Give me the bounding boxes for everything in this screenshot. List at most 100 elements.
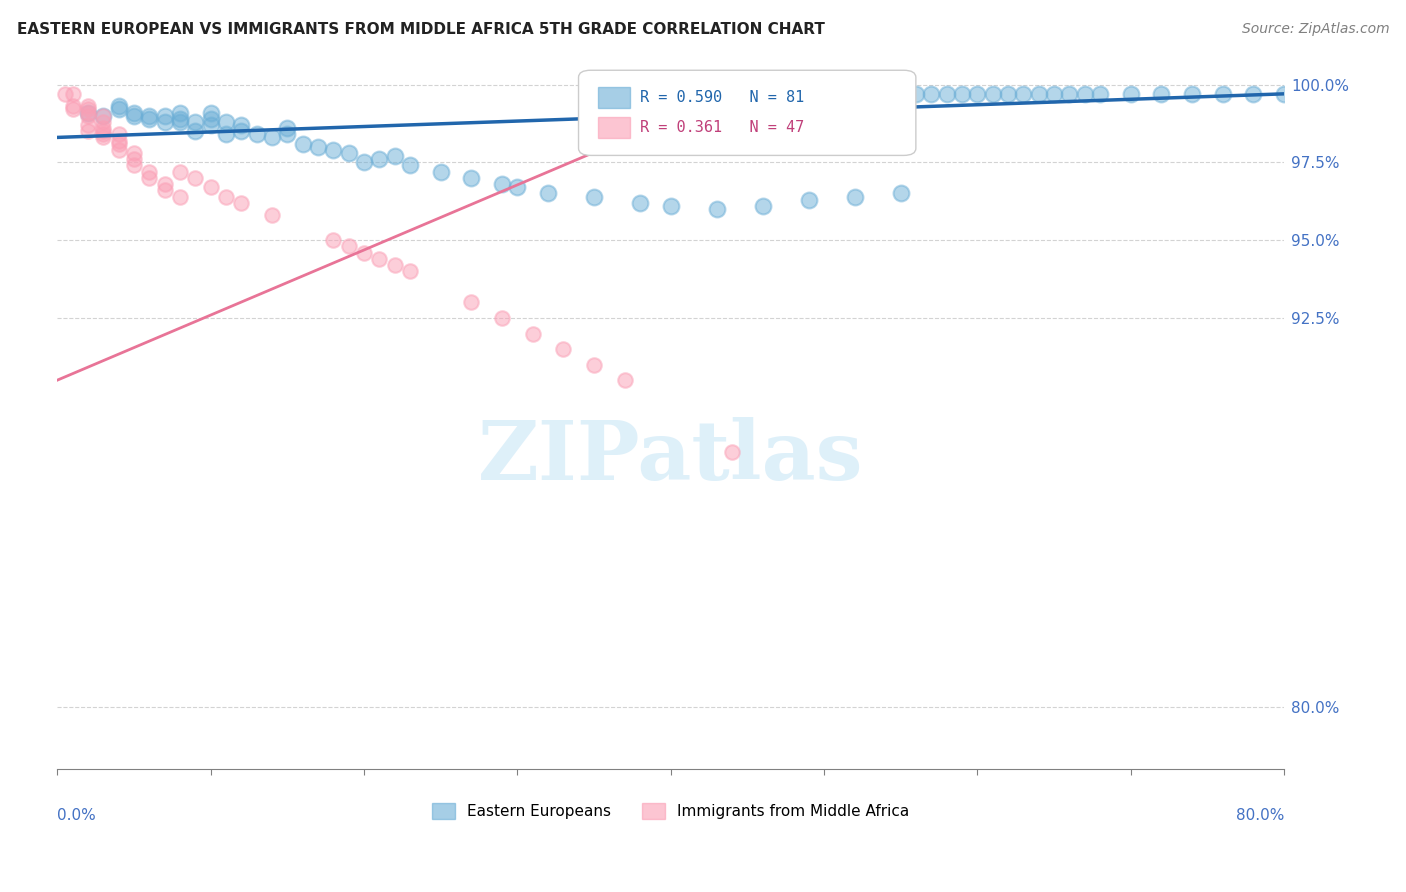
Point: [491, 177, 513, 191]
Text: 80.0%: 80.0%: [1236, 808, 1284, 823]
Point: [76, 105, 98, 120]
Point: [337, 239, 360, 253]
Point: [215, 115, 238, 129]
Point: [460, 170, 482, 185]
Point: [659, 87, 682, 101]
Point: [429, 164, 451, 178]
Point: [122, 158, 145, 172]
Point: [184, 170, 207, 185]
Point: [153, 177, 176, 191]
Point: [138, 112, 160, 126]
Point: [76, 99, 98, 113]
Point: [828, 87, 851, 101]
Point: [904, 87, 927, 101]
Point: [537, 186, 560, 201]
Point: [276, 128, 298, 142]
Point: [122, 146, 145, 161]
Point: [353, 245, 375, 260]
Point: [169, 189, 191, 203]
Point: [91, 109, 114, 123]
Point: [582, 358, 605, 372]
Point: [950, 87, 973, 101]
Point: [997, 87, 1019, 101]
Point: [1212, 87, 1234, 101]
Point: [62, 87, 84, 101]
FancyBboxPatch shape: [578, 70, 915, 155]
Point: [184, 115, 207, 129]
FancyBboxPatch shape: [598, 87, 630, 108]
Point: [62, 103, 84, 117]
Point: [1073, 87, 1095, 101]
Point: [322, 233, 344, 247]
Point: [76, 103, 98, 117]
Point: [76, 109, 98, 123]
Point: [91, 124, 114, 138]
Point: [399, 158, 422, 172]
Point: [276, 121, 298, 136]
Point: [307, 140, 329, 154]
Point: [844, 87, 866, 101]
Point: [384, 149, 406, 163]
Point: [200, 180, 222, 194]
Text: R = 0.590   N = 81: R = 0.590 N = 81: [640, 90, 804, 104]
Point: [875, 87, 897, 101]
Point: [553, 342, 575, 356]
Point: [76, 105, 98, 120]
Point: [1150, 87, 1173, 101]
Point: [368, 152, 391, 166]
Point: [889, 87, 911, 101]
Point: [751, 199, 773, 213]
Point: [153, 115, 176, 129]
Point: [107, 143, 129, 157]
Point: [184, 124, 207, 138]
Point: [53, 87, 76, 101]
Point: [337, 146, 360, 161]
Point: [782, 87, 804, 101]
Point: [751, 87, 773, 101]
Point: [200, 112, 222, 126]
Point: [706, 202, 728, 216]
Text: R = 0.361   N = 47: R = 0.361 N = 47: [640, 120, 804, 136]
Point: [813, 87, 835, 101]
Point: [844, 189, 866, 203]
Point: [122, 109, 145, 123]
Point: [138, 164, 160, 178]
Point: [659, 199, 682, 213]
Point: [169, 164, 191, 178]
Point: [245, 128, 267, 142]
Point: [506, 180, 529, 194]
Point: [889, 186, 911, 201]
Point: [1119, 87, 1142, 101]
Point: [966, 87, 988, 101]
Text: ZIPatlas: ZIPatlas: [478, 417, 863, 497]
Point: [721, 445, 744, 459]
Point: [797, 193, 820, 207]
Point: [91, 121, 114, 136]
Point: [260, 208, 283, 222]
Point: [76, 118, 98, 132]
Point: [122, 152, 145, 166]
Point: [107, 134, 129, 148]
Point: [122, 105, 145, 120]
Point: [91, 130, 114, 145]
Point: [138, 109, 160, 123]
Point: [368, 252, 391, 266]
Point: [200, 118, 222, 132]
Point: [1181, 87, 1204, 101]
Point: [1043, 87, 1066, 101]
Point: [522, 326, 544, 341]
Point: [935, 87, 957, 101]
Point: [138, 170, 160, 185]
Point: [153, 109, 176, 123]
Point: [107, 99, 129, 113]
Point: [291, 136, 314, 151]
Point: [153, 183, 176, 197]
Point: [91, 109, 114, 123]
Point: [169, 115, 191, 129]
Point: [322, 143, 344, 157]
Point: [399, 264, 422, 278]
Point: [1303, 87, 1326, 101]
FancyBboxPatch shape: [598, 117, 630, 138]
Point: [169, 105, 191, 120]
Point: [460, 295, 482, 310]
